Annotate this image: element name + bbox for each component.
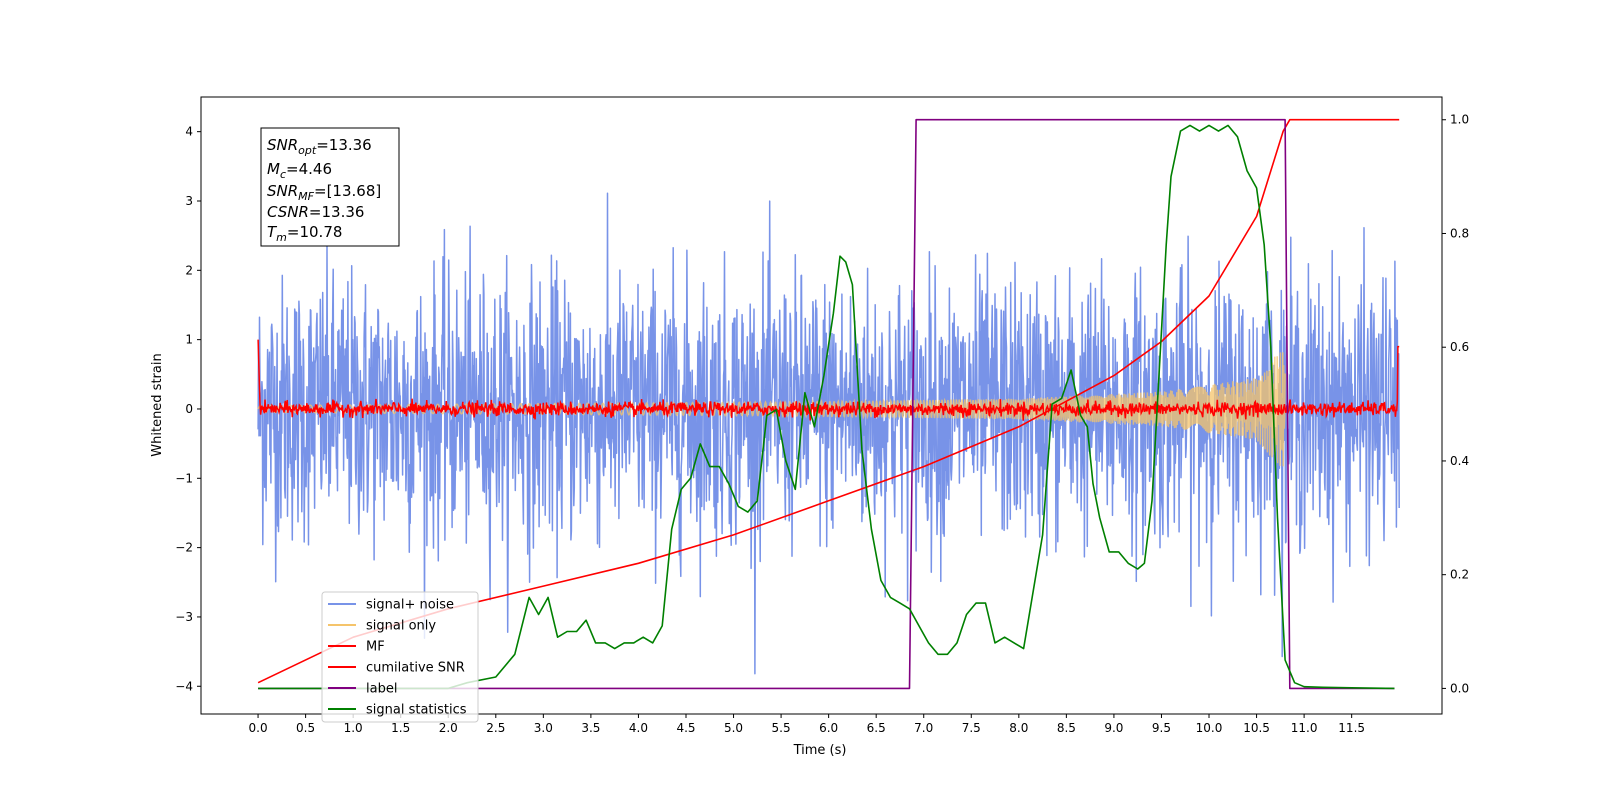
- y-left-tick-label: −2: [175, 541, 193, 555]
- y-right-tick-label: 0.2: [1450, 568, 1469, 582]
- series-signal-statistics: [258, 124, 1395, 690]
- legend-label: signal statistics: [366, 703, 467, 718]
- x-tick-label: 0.0: [249, 721, 268, 735]
- x-tick-label: 2.0: [439, 721, 458, 735]
- y-left-tick-label: 4: [185, 125, 193, 139]
- x-tick-label: 8.0: [1009, 721, 1028, 735]
- y-left-tick-label: 1: [185, 333, 193, 347]
- x-tick-label: 9.5: [1152, 721, 1171, 735]
- series-mf: [257, 339, 1400, 421]
- y-right-tick-label: 0.0: [1450, 681, 1469, 695]
- y-right-tick-label: 0.4: [1450, 454, 1469, 468]
- annotation-line-tm: Tm=10.78: [267, 223, 342, 244]
- x-axis: 0.0 0.5 1.0 1.5 2.0 2.5 3.0 3.5 4.0 4.5 5.0 5.5 6.0 6…: [249, 714, 1365, 735]
- legend-label: label: [366, 682, 397, 697]
- x-tick-label: 9.0: [1104, 721, 1123, 735]
- y-right-tick-label: 1.0: [1450, 113, 1469, 127]
- y-axis-left: 4 3 2 1 0 −1 −2 −3 −4: [175, 125, 201, 693]
- annotation-line-snr-opt: SNRopt=13.36: [267, 136, 372, 157]
- x-tick-label: 7.5: [962, 721, 981, 735]
- y-left-tick-label: 0: [185, 402, 193, 416]
- x-tick-label: 11.5: [1338, 721, 1365, 735]
- x-tick-label: 4.5: [676, 721, 695, 735]
- x-tick-label: 3.5: [581, 721, 600, 735]
- legend-label: MF: [366, 640, 385, 655]
- y-left-tick-label: 3: [185, 194, 193, 208]
- x-tick-label: 10.0: [1196, 721, 1223, 735]
- y-left-tick-label: −4: [175, 679, 193, 693]
- y-right-tick-label: 0.8: [1450, 226, 1469, 240]
- x-tick-label: 10.5: [1243, 721, 1270, 735]
- x-tick-label: 6.0: [819, 721, 838, 735]
- y-axis-right: 1.0 0.8 0.6 0.4 0.2 0.0: [1442, 113, 1469, 695]
- x-tick-label: 1.5: [391, 721, 410, 735]
- annotation-line-snr-mf: SNRMF=[13.68]: [267, 182, 381, 203]
- annotation-line-mc: Mc=4.46: [267, 160, 332, 181]
- x-tick-label: 2.5: [486, 721, 505, 735]
- x-axis-label: Time (s): [793, 743, 847, 758]
- series-label: [258, 118, 1395, 690]
- y-axis-left-label: Whitened strain: [150, 353, 165, 456]
- annotation-frame: [260, 127, 400, 247]
- legend-label: signal only: [366, 619, 436, 634]
- legend: signal+ noise signal only MF cumilative SNR…: [321, 591, 479, 723]
- axes-frame: [200, 96, 1443, 715]
- legend-label: cumilative SNR: [366, 661, 465, 676]
- y-left-tick-label: −1: [175, 471, 193, 485]
- legend-label: signal+ noise: [366, 598, 454, 613]
- x-tick-label: 0.5: [296, 721, 315, 735]
- y-left-tick-label: 2: [185, 263, 193, 277]
- annotation-box: SNRopt=13.36 Mc=4.46 SNRMF=[13.68] CSNR=…: [260, 127, 400, 247]
- x-tick-label: 4.0: [629, 721, 648, 735]
- x-tick-label: 5.5: [772, 721, 791, 735]
- annotation-line-csnr: CSNR=13.36: [267, 203, 364, 221]
- x-tick-label: 7.0: [914, 721, 933, 735]
- x-tick-label: 1.0: [344, 721, 363, 735]
- x-tick-label: 5.0: [724, 721, 743, 735]
- y-left-tick-label: −3: [175, 610, 193, 624]
- legend-frame: [321, 591, 479, 723]
- x-tick-label: 3.0: [534, 721, 553, 735]
- x-tick-label: 11.0: [1291, 721, 1318, 735]
- series-signal-noise: [257, 192, 1400, 675]
- x-tick-label: 6.5: [867, 721, 886, 735]
- plot-area: [257, 118, 1400, 690]
- y-right-tick-label: 0.6: [1450, 340, 1469, 354]
- x-tick-label: 8.5: [1057, 721, 1076, 735]
